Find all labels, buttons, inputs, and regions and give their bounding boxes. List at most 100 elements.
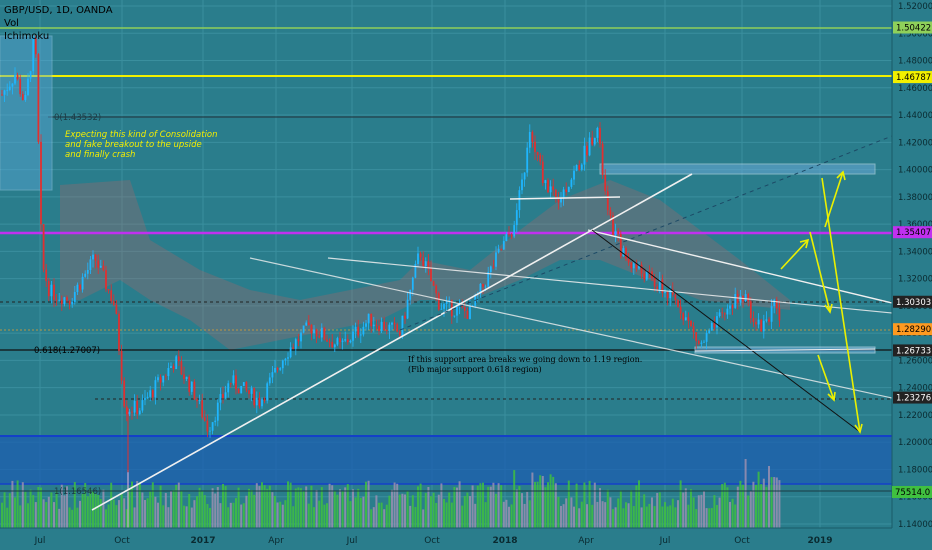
candle-body bbox=[729, 305, 731, 309]
volume-bar bbox=[690, 489, 692, 528]
candle-body bbox=[198, 400, 201, 402]
candle-body bbox=[466, 310, 469, 319]
volume-bar bbox=[302, 490, 305, 528]
volume-bar bbox=[305, 486, 308, 528]
candle-body bbox=[703, 341, 705, 343]
candle-body bbox=[775, 299, 778, 309]
arrow-down-2 bbox=[817, 354, 835, 401]
channel-upper-line bbox=[327, 257, 893, 314]
price-tick-label: 1.18000 bbox=[898, 465, 932, 475]
candle-body bbox=[734, 294, 737, 308]
candle-body bbox=[521, 179, 523, 191]
volume-bar bbox=[539, 475, 542, 528]
candle-body bbox=[292, 347, 295, 349]
price-axis bbox=[892, 0, 932, 528]
candle-body bbox=[770, 306, 773, 322]
volume-bar bbox=[180, 491, 183, 528]
candle-body bbox=[549, 186, 552, 193]
volume-bar bbox=[752, 481, 755, 528]
candle-body bbox=[242, 382, 245, 386]
volume-bar bbox=[645, 506, 648, 528]
volume-bar bbox=[63, 495, 66, 528]
volume-bar bbox=[341, 490, 344, 528]
candle-body bbox=[3, 90, 6, 95]
candle-body bbox=[112, 301, 115, 305]
volume-bar bbox=[409, 505, 412, 528]
candle-body bbox=[99, 265, 102, 268]
volume-bar bbox=[580, 501, 583, 528]
candle-body bbox=[627, 258, 630, 263]
volume-bar bbox=[497, 483, 500, 528]
candle-body bbox=[24, 95, 27, 100]
candle-body bbox=[448, 299, 451, 301]
volume-bar bbox=[463, 496, 466, 528]
price-label: 1.26733 bbox=[896, 346, 931, 356]
candle-body bbox=[11, 83, 14, 87]
volume-bar bbox=[370, 509, 373, 528]
volume-bar bbox=[778, 480, 781, 528]
volume-bar bbox=[344, 487, 347, 528]
volume-bar bbox=[562, 504, 565, 528]
volume-bar bbox=[125, 509, 128, 528]
price-label-box bbox=[893, 295, 932, 308]
support-note-line-1: If this support area breaks we going dow… bbox=[408, 355, 643, 364]
time-tick-label: Jul bbox=[346, 536, 358, 546]
candle-body bbox=[487, 272, 490, 287]
volume-bar bbox=[24, 491, 27, 528]
volume-bar bbox=[37, 487, 40, 528]
volume-bar bbox=[297, 487, 300, 528]
candle-body bbox=[489, 266, 492, 273]
volume-bar bbox=[495, 493, 497, 528]
candle-body bbox=[341, 340, 344, 342]
candle-body bbox=[359, 334, 362, 336]
volume-bar bbox=[261, 482, 263, 528]
candle-body bbox=[123, 380, 126, 407]
price-label-box bbox=[893, 391, 932, 404]
candle-body bbox=[586, 145, 588, 156]
candle-body bbox=[565, 189, 568, 192]
volume-bar bbox=[640, 507, 643, 528]
candle-body bbox=[541, 161, 544, 184]
candle-body bbox=[640, 264, 643, 274]
candle-body bbox=[289, 347, 292, 358]
volume-bar bbox=[567, 480, 570, 528]
candle-body bbox=[653, 278, 656, 287]
candle-body bbox=[427, 261, 430, 269]
volume-bar bbox=[664, 502, 666, 528]
volume-bar bbox=[570, 497, 573, 528]
candle-body bbox=[159, 377, 162, 383]
volume-bar bbox=[419, 483, 422, 528]
volume-bar bbox=[333, 490, 336, 528]
volume-bar bbox=[565, 498, 568, 528]
volume-bar bbox=[536, 481, 539, 528]
volume-bar bbox=[505, 499, 508, 528]
volume-bar bbox=[318, 500, 321, 528]
price-tick-label: 1.44000 bbox=[898, 111, 932, 121]
price-label-box bbox=[893, 344, 932, 357]
volume-bar bbox=[586, 504, 588, 528]
volume-bar bbox=[588, 480, 591, 528]
candle-body bbox=[375, 324, 378, 326]
candle-body bbox=[677, 300, 679, 307]
volume-bar bbox=[414, 506, 417, 528]
volume-bar bbox=[432, 492, 435, 528]
candle-body bbox=[437, 293, 440, 310]
volume-bar bbox=[487, 486, 490, 528]
candle-body bbox=[261, 399, 263, 407]
candle-body bbox=[302, 325, 305, 333]
volume-bar bbox=[175, 484, 178, 528]
volume-bar bbox=[627, 503, 630, 528]
volume-bar bbox=[118, 500, 120, 528]
candle-body bbox=[544, 180, 547, 184]
candle-body bbox=[687, 317, 690, 321]
volume-bar bbox=[528, 500, 531, 528]
arrow-down-3 bbox=[821, 177, 861, 433]
candle-body bbox=[333, 344, 336, 348]
candle-body bbox=[778, 308, 781, 321]
volume-bar bbox=[674, 507, 677, 528]
candle-body bbox=[679, 306, 682, 314]
volume-bar bbox=[383, 509, 386, 528]
candle-body bbox=[331, 342, 334, 348]
volume-bar bbox=[229, 502, 232, 528]
candle-body bbox=[190, 381, 193, 392]
